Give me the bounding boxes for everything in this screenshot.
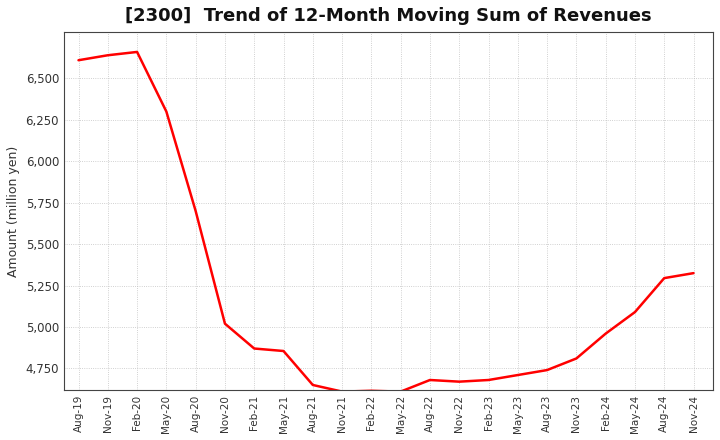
Title: [2300]  Trend of 12-Month Moving Sum of Revenues: [2300] Trend of 12-Month Moving Sum of R… — [125, 7, 652, 25]
Y-axis label: Amount (million yen): Amount (million yen) — [7, 145, 20, 277]
